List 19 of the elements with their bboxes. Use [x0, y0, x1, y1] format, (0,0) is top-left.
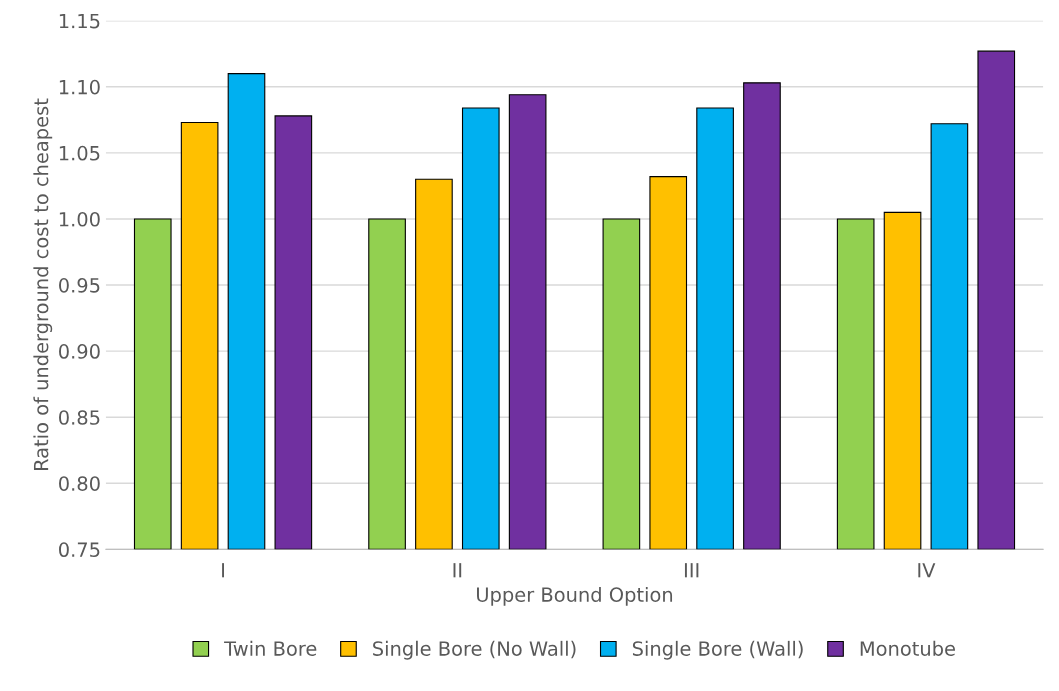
- x-axis-title: Upper Bound Option: [477, 586, 673, 606]
- y-tick-label: 0.90: [59, 344, 100, 359]
- y-tick-label: 0.80: [59, 476, 100, 491]
- y-tick-label: 0.95: [59, 277, 100, 293]
- y-tick-label: 0.85: [59, 410, 100, 425]
- y-tick-label: 0.75: [59, 542, 100, 558]
- y-tick-label: 1.05: [59, 145, 100, 161]
- x-tick-label: III: [684, 563, 699, 578]
- y-axis-title: Ratio of underground cost to cheapest: [33, 98, 53, 471]
- x-tick-label: IV: [918, 563, 936, 578]
- legend-label: Monotube: [860, 640, 955, 656]
- x-tick-label: I: [222, 563, 225, 578]
- legend-label: Twin Bore: [224, 640, 317, 656]
- y-tick-label: 1.10: [59, 79, 100, 95]
- y-tick-label: 1.15: [59, 13, 100, 29]
- y-tick-label: 1.00: [59, 211, 100, 227]
- x-tick-label: II: [453, 563, 462, 578]
- legend-label: Single Bore (No Wall): [373, 640, 576, 660]
- legend-label: Single Bore (Wall): [632, 640, 803, 660]
